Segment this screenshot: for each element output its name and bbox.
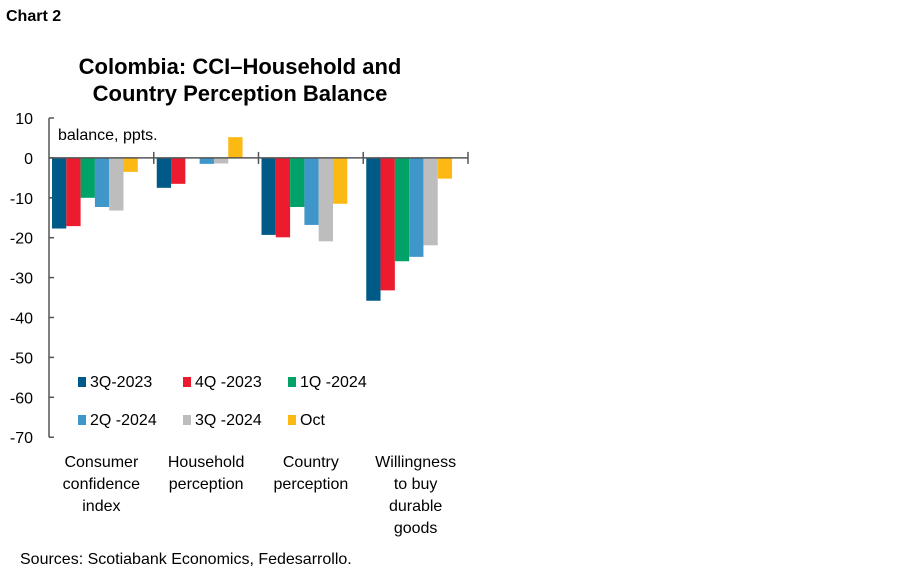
legend-label: 3Q -2024 (195, 412, 262, 429)
y-axis-label: balance, ppts. (58, 127, 158, 144)
bar-3q-2023 (52, 157, 67, 229)
bar-4q-2023 (275, 157, 291, 238)
bar-3q-2024 (213, 157, 229, 164)
bar-3q-2024 (109, 157, 124, 211)
y-tick-label: -10 (10, 191, 33, 208)
x-tick-label: to buy (394, 476, 438, 493)
bar-1q-2024 (290, 157, 305, 207)
x-tick-label: index (82, 498, 120, 515)
y-tick-label: 0 (24, 151, 33, 168)
legend-label: 3Q-2023 (90, 374, 152, 391)
bar-oct (437, 157, 453, 179)
bar-2q-2024 (94, 157, 110, 207)
bar-1q-2024 (394, 157, 410, 262)
x-tick-label: durable (389, 498, 442, 515)
y-tick-label: -30 (10, 271, 33, 288)
bar-oct (333, 157, 348, 204)
bar-1q-2024 (80, 157, 95, 198)
legend-label: 1Q -2024 (300, 374, 367, 391)
bar-2q-2024 (199, 157, 214, 164)
y-tick-label: -40 (10, 311, 33, 328)
legend-swatch (183, 377, 191, 387)
y-tick-label: -60 (10, 390, 33, 407)
x-tick-label: Willingness (375, 454, 456, 471)
chart-header: Chart 2 (6, 8, 62, 25)
legend-swatch (78, 377, 86, 387)
x-tick-label: perception (169, 476, 244, 493)
x-tick-label: Country (283, 454, 339, 471)
bar-oct (228, 137, 243, 158)
bar-4q-2023 (171, 157, 186, 184)
x-tick-label: Household (168, 454, 245, 471)
legend-label: Oct (300, 412, 325, 429)
y-tick-label: -20 (10, 231, 33, 248)
bar-3q-2024 (318, 157, 333, 242)
y-tick-label: -70 (10, 430, 33, 447)
legend-swatch (183, 415, 191, 425)
bar-3q-2023 (366, 157, 381, 301)
legend-label: 2Q -2024 (90, 412, 157, 429)
bar-4q-2023 (380, 157, 395, 291)
bar-3q-2023 (156, 157, 172, 188)
y-tick-label: 10 (15, 111, 33, 128)
x-tick-label: perception (274, 476, 349, 493)
x-tick-label: confidence (63, 476, 140, 493)
source-note: Sources: Scotiabank Economics, Fedesarro… (20, 551, 352, 568)
chart-title: Colombia: CCI–Household and (79, 54, 402, 79)
legend-swatch (78, 415, 86, 425)
legend-swatch (288, 377, 296, 387)
x-tick-label: Consumer (64, 454, 138, 471)
legend-swatch (288, 415, 296, 425)
bar-oct (123, 157, 138, 172)
bar-2q-2024 (409, 157, 424, 257)
bar-3q-2023 (261, 157, 276, 235)
legend-label: 4Q -2023 (195, 374, 262, 391)
x-tick-label: goods (394, 520, 438, 537)
bar-4q-2023 (66, 157, 81, 227)
bar-3q-2024 (423, 157, 438, 246)
chart-title: Country Perception Balance (93, 81, 388, 106)
bar-2q-2024 (304, 157, 319, 225)
y-tick-label: -50 (10, 350, 33, 367)
